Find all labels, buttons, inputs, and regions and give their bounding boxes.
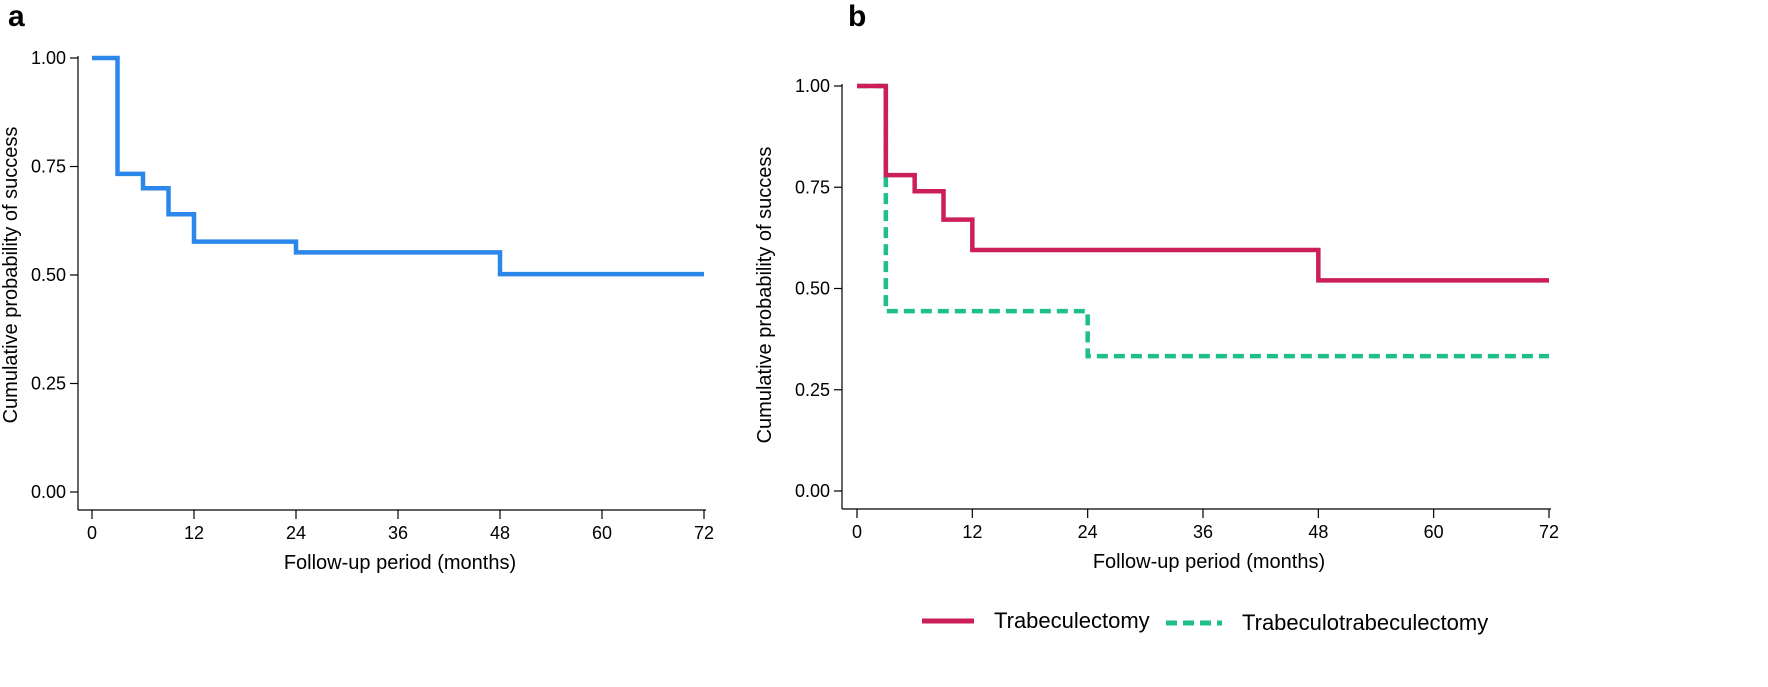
panel-a-y-axis-title: Cumulative probability of success	[0, 127, 22, 424]
y-tick-label: 1.00	[795, 76, 830, 96]
x-tick-label: 60	[592, 523, 612, 543]
y-tick-label: 0.00	[31, 482, 66, 502]
panel-a-label: a	[8, 0, 25, 33]
x-tick-label: 48	[1308, 522, 1328, 542]
chart-panel-b: b 0 12 24 36 48 60 72 0.00 0.25 0.50 0.75 1.00 Foll…	[754, 0, 1559, 635]
legend-item-trabeculotrabeculectomy: Trabeculotrabeculectomy	[1166, 610, 1488, 635]
y-tick-label: 0.00	[795, 481, 830, 501]
x-tick-label: 72	[1539, 522, 1559, 542]
y-tick-label: 0.25	[31, 374, 66, 394]
panel-b-y-axis-title: Cumulative probability of success	[754, 147, 776, 444]
legend-label-trabeculectomy: Trabeculectomy	[994, 608, 1150, 633]
y-tick-label: 0.50	[795, 279, 830, 299]
y-tick-label: 0.75	[31, 157, 66, 177]
x-tick-label: 24	[286, 523, 306, 543]
x-tick-label: 48	[490, 523, 510, 543]
y-tick-label: 0.50	[31, 265, 66, 285]
x-tick-label: 12	[184, 523, 204, 543]
panel-b-x-axis-title: Follow-up period (months)	[1093, 551, 1325, 573]
panel-b-axes: 0 12 24 36 48 60 72 0.00 0.25 0.50 0.75 1.00	[795, 76, 1559, 542]
x-tick-label: 36	[1193, 522, 1213, 542]
legend: Trabeculectomy Trabeculotrabeculectomy	[922, 608, 1488, 635]
chart-panel-a: a 0 12 24 36 48 60 72 0.00 0.25 0.50 0.75 1.00 Foll…	[0, 0, 714, 574]
y-tick-label: 0.25	[795, 380, 830, 400]
legend-label-trabeculotrabeculectomy: Trabeculotrabeculectomy	[1242, 610, 1488, 635]
x-tick-label: 24	[1078, 522, 1098, 542]
x-tick-label: 36	[388, 523, 408, 543]
x-tick-label: 0	[87, 523, 97, 543]
x-tick-label: 60	[1424, 522, 1444, 542]
y-tick-label: 0.75	[795, 177, 830, 197]
panel-b-label: b	[848, 0, 866, 33]
panel-b-series	[857, 83, 1549, 359]
legend-item-trabeculectomy: Trabeculectomy	[922, 608, 1150, 633]
y-tick-label: 1.00	[31, 48, 66, 68]
panel-a-axes: 0 12 24 36 48 60 72 0.00 0.25 0.50 0.75 1.00	[31, 48, 714, 543]
series-line-trabeculectomy	[857, 83, 1549, 283]
panel-a-x-axis-title: Follow-up period (months)	[284, 552, 516, 574]
x-tick-label: 0	[852, 522, 862, 542]
x-tick-label: 72	[694, 523, 714, 543]
series-line-all	[92, 55, 704, 277]
panel-a-series	[92, 55, 704, 277]
x-tick-label: 12	[962, 522, 982, 542]
